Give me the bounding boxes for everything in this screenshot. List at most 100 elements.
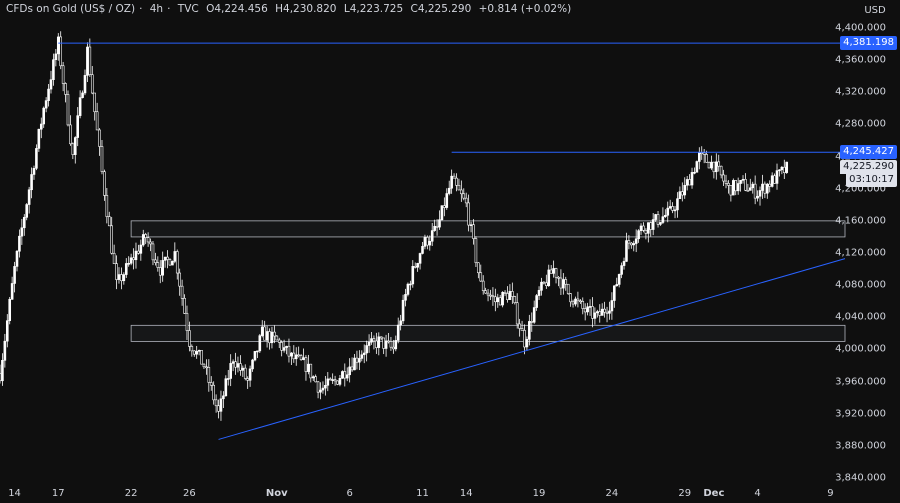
candle bbox=[355, 350, 359, 370]
candle bbox=[605, 306, 609, 323]
candle-body bbox=[270, 331, 274, 344]
candle bbox=[302, 348, 305, 361]
candle bbox=[756, 190, 759, 202]
candle bbox=[627, 235, 631, 250]
high-label: H bbox=[275, 3, 284, 15]
candle bbox=[214, 394, 218, 413]
candle-body bbox=[375, 340, 378, 348]
candle bbox=[668, 199, 672, 210]
candle-body bbox=[727, 183, 730, 186]
candle bbox=[270, 326, 274, 349]
candle bbox=[525, 336, 529, 351]
candle bbox=[190, 344, 194, 357]
candle-body bbox=[285, 345, 288, 348]
price-tick-label: 4,200.000 bbox=[835, 183, 886, 195]
candle bbox=[702, 149, 706, 164]
candle-body bbox=[243, 367, 247, 379]
currency-button[interactable]: USD bbox=[864, 4, 886, 16]
candle-body bbox=[333, 379, 337, 382]
candle-body bbox=[702, 152, 706, 155]
candle-body bbox=[421, 246, 424, 254]
candle bbox=[520, 320, 524, 331]
candle-body bbox=[666, 207, 670, 216]
candle-body bbox=[732, 180, 735, 196]
candle bbox=[59, 31, 63, 70]
time-tick-label: 11 bbox=[416, 488, 429, 499]
price-tick-label: 4,160.000 bbox=[835, 215, 886, 227]
candle bbox=[205, 359, 208, 375]
candle-body bbox=[625, 240, 628, 262]
candle-body bbox=[671, 206, 674, 211]
candle-body bbox=[129, 257, 133, 264]
candle bbox=[671, 202, 674, 214]
candle bbox=[528, 314, 531, 346]
candle-body bbox=[358, 358, 361, 363]
candle bbox=[30, 167, 33, 199]
candle-body bbox=[630, 242, 633, 246]
candle-body bbox=[775, 170, 779, 184]
candle-body bbox=[571, 301, 575, 305]
candle bbox=[654, 213, 657, 222]
trendline[interactable] bbox=[218, 258, 846, 440]
candle-body bbox=[749, 187, 752, 191]
candle-body bbox=[770, 175, 774, 187]
candle bbox=[90, 66, 94, 95]
candle-body bbox=[664, 214, 667, 217]
time-tick-label: 24 bbox=[605, 488, 619, 499]
candle-body bbox=[506, 293, 509, 301]
candle-body bbox=[251, 359, 254, 370]
candle bbox=[443, 197, 446, 217]
candle bbox=[294, 347, 298, 366]
candle bbox=[129, 253, 133, 266]
candle bbox=[409, 280, 412, 291]
candle-body bbox=[115, 263, 118, 280]
candle-body bbox=[617, 274, 621, 285]
candle-body bbox=[83, 75, 87, 94]
candle-body bbox=[717, 161, 721, 167]
candle-body bbox=[467, 202, 470, 226]
candle-body bbox=[399, 320, 402, 326]
candle-body bbox=[736, 183, 740, 192]
candle-body bbox=[744, 179, 747, 191]
candle bbox=[413, 262, 417, 269]
candle bbox=[209, 376, 213, 391]
candle bbox=[389, 337, 393, 351]
candle-body bbox=[185, 313, 189, 331]
candle-body bbox=[166, 256, 169, 260]
candle-body bbox=[481, 280, 485, 291]
candle bbox=[226, 369, 230, 386]
candle-body bbox=[95, 111, 99, 131]
interval[interactable]: 4h bbox=[149, 3, 164, 15]
candle-body bbox=[98, 129, 101, 147]
candle bbox=[698, 147, 701, 170]
candle bbox=[202, 363, 206, 370]
close-label: C bbox=[410, 3, 418, 15]
candle-body bbox=[751, 183, 755, 189]
candle-body bbox=[384, 340, 388, 349]
candle-body bbox=[39, 123, 43, 130]
symbol-name[interactable]: CFDs on Gold (US$ / OZ) bbox=[6, 3, 136, 15]
candle bbox=[486, 288, 490, 302]
candle bbox=[260, 320, 264, 338]
candle-body bbox=[86, 46, 89, 76]
candle bbox=[727, 180, 730, 194]
candle-body bbox=[746, 189, 750, 192]
candle-body bbox=[197, 350, 201, 352]
candle bbox=[647, 222, 650, 243]
candle-body bbox=[511, 291, 514, 297]
candle-body bbox=[634, 238, 638, 244]
candle-body bbox=[139, 244, 143, 254]
candle-body bbox=[719, 165, 723, 176]
candle-body bbox=[452, 175, 456, 179]
candle bbox=[76, 107, 80, 147]
candle bbox=[591, 297, 594, 328]
candle-body bbox=[780, 166, 784, 171]
data-source: TVC bbox=[177, 3, 199, 15]
candle-body bbox=[756, 195, 759, 199]
candle-body bbox=[603, 308, 606, 313]
candle-body bbox=[464, 197, 468, 204]
candle-body bbox=[224, 378, 228, 397]
candle bbox=[1, 353, 4, 386]
candle bbox=[430, 223, 434, 247]
